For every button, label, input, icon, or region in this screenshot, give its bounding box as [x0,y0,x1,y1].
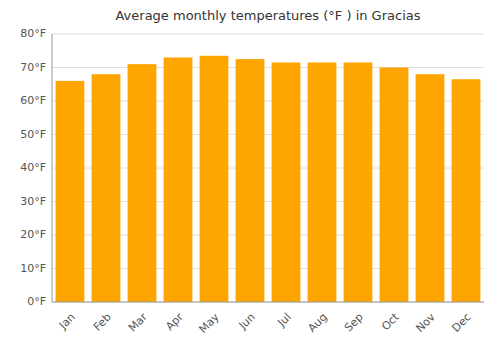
bar [452,79,481,302]
grid-line [52,302,484,303]
bar [164,57,193,302]
grid [52,34,484,302]
bar [56,81,85,302]
bar [128,64,157,302]
x-tick-label: Feb [91,311,114,334]
chart-container: 0°F 10°F 20°F 30°F 40°F 50°F 60°F 70°F 80°F Jan Fe… [0,0,500,350]
bar [416,74,445,302]
x-tick-label: Sep [342,311,366,335]
y-tick-label: 20°F [20,228,46,241]
bar [272,62,301,302]
x-axis-line [52,302,484,303]
bar [308,62,337,302]
bar [200,56,229,302]
x-tick-label: Jul [274,311,293,330]
x-tick-label: Jun [236,311,258,333]
bar [344,62,373,302]
x-tick-label: Mar [126,310,150,334]
bar [380,68,409,303]
y-tick-label: 10°F [20,262,46,275]
bar [236,59,265,302]
x-tick-label: Jan [56,311,78,333]
bars [56,56,481,302]
y-tick-label: 60°F [20,94,46,107]
x-tick-label: Aug [305,311,329,335]
y-tick-label: 40°F [20,161,46,174]
chart-title: Average monthly temperatures (°F ) in Gr… [115,8,420,23]
grid-line [52,67,484,68]
x-tick-label: Dec [450,311,474,335]
y-tick-label: 80°F [20,27,46,40]
x-tick-label: Nov [413,310,438,335]
y-tick-label: 30°F [20,195,46,208]
y-tick-label: 0°F [27,295,46,308]
y-axis-line [52,34,53,302]
x-tick-label: Apr [163,310,186,333]
y-tick-label: 50°F [20,128,46,141]
bar [92,74,121,302]
x-axis-labels: Jan Feb Mar Apr May Jun Jul Aug Sep Oct Nov Dec [56,310,474,336]
grid-line [52,34,484,35]
x-tick-label: Oct [379,310,402,333]
x-tick-label: May [196,310,222,336]
y-tick-label: 70°F [20,61,46,74]
chart-svg: 0°F 10°F 20°F 30°F 40°F 50°F 60°F 70°F 80°F Jan Fe… [0,0,500,350]
y-axis-labels: 0°F 10°F 20°F 30°F 40°F 50°F 60°F 70°F 80°F [20,27,46,308]
